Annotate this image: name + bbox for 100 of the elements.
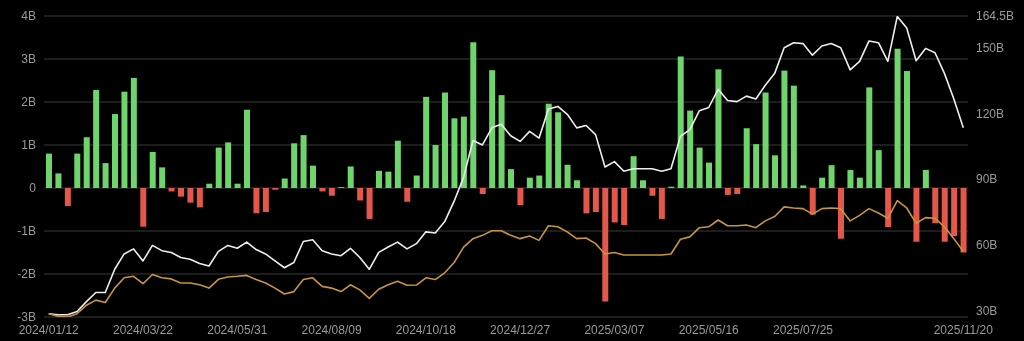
bar — [432, 145, 439, 188]
bar — [262, 188, 269, 213]
bar — [800, 185, 807, 188]
bar — [951, 188, 958, 237]
bar — [762, 92, 769, 188]
bar — [83, 137, 90, 188]
bar — [253, 188, 260, 214]
bar — [357, 188, 364, 201]
bar — [64, 188, 71, 207]
bar — [904, 71, 910, 188]
bar — [376, 170, 382, 188]
bar — [715, 69, 722, 188]
bar — [526, 177, 533, 188]
bar — [121, 91, 128, 188]
bar — [442, 92, 448, 188]
y-tick-label: -1B — [17, 224, 36, 239]
bar — [55, 173, 62, 188]
bar — [564, 164, 571, 188]
bar — [809, 188, 816, 215]
x-tick-label: 2024/05/31 — [207, 322, 268, 337]
x-tick-label: 2024/01/12 — [18, 322, 80, 337]
bar — [291, 143, 298, 188]
x-tick-label: 2024/08/09 — [301, 322, 362, 337]
x-tick-label: 2024/03/22 — [112, 322, 174, 337]
bar — [894, 48, 901, 188]
y-tick-label: 3B — [21, 52, 36, 67]
bar — [517, 188, 524, 206]
x-tick-label: 2025/11/20 — [933, 322, 994, 337]
bar — [753, 144, 760, 188]
bar — [423, 96, 430, 188]
bar — [196, 188, 203, 208]
bar — [630, 156, 637, 188]
y-tick-label: 2B — [21, 95, 36, 110]
bar — [856, 177, 863, 188]
bar — [178, 188, 184, 197]
bar — [244, 109, 250, 188]
y-tick-label: 4B — [21, 9, 36, 24]
bar — [470, 42, 477, 188]
x-tick-label: 2024/10/18 — [395, 322, 457, 337]
bar — [102, 163, 109, 188]
bar — [225, 142, 232, 188]
bar — [838, 188, 844, 239]
bar — [328, 188, 335, 196]
bar — [93, 89, 100, 188]
bar — [404, 188, 411, 202]
bar — [658, 188, 665, 219]
bar — [583, 188, 590, 214]
bar — [677, 56, 684, 188]
bar — [206, 183, 213, 188]
bar — [385, 171, 392, 188]
bar — [140, 188, 147, 227]
x-tick-label: 2025/07/25 — [772, 322, 834, 337]
bar — [215, 147, 222, 188]
bar — [536, 175, 543, 188]
bar — [772, 155, 778, 188]
bar — [460, 116, 467, 188]
bar — [743, 128, 750, 188]
bar — [489, 70, 496, 188]
bar — [574, 180, 580, 188]
bar — [866, 87, 873, 188]
bar — [46, 153, 52, 188]
bar — [347, 166, 354, 188]
bar — [828, 165, 835, 188]
bar — [960, 188, 967, 253]
y2-tick-label: 60B — [976, 238, 998, 253]
bar — [281, 178, 288, 188]
bar — [451, 118, 458, 188]
bar — [819, 177, 826, 188]
bar — [611, 188, 618, 223]
bar — [508, 169, 514, 188]
bar — [74, 153, 81, 188]
y-tick-label: 1B — [21, 138, 36, 153]
bar — [394, 140, 401, 188]
bar — [479, 188, 486, 195]
x-tick-label: 2024/12/27 — [490, 322, 551, 337]
bar — [234, 183, 241, 188]
bar — [602, 188, 609, 302]
bar — [149, 151, 156, 188]
bar — [545, 103, 552, 188]
bar — [130, 77, 137, 188]
bar — [847, 169, 854, 188]
y-tick-label: -3B — [17, 310, 36, 325]
bar — [781, 70, 788, 188]
bar — [187, 188, 194, 203]
bar — [932, 188, 939, 224]
bar — [913, 188, 920, 242]
bar — [696, 147, 703, 188]
bar — [159, 167, 166, 188]
bar — [366, 188, 373, 219]
bar — [300, 135, 307, 188]
bar — [649, 188, 656, 196]
bar — [413, 175, 420, 188]
bar — [734, 188, 741, 195]
x-tick-label: 2025/03/07 — [584, 322, 645, 337]
bar — [621, 188, 628, 225]
y2-tick-label: 164.5B — [976, 9, 1015, 24]
bar — [922, 169, 929, 188]
y2-tick-label: 90B — [976, 172, 998, 187]
bar — [310, 165, 316, 188]
bar — [885, 188, 892, 228]
